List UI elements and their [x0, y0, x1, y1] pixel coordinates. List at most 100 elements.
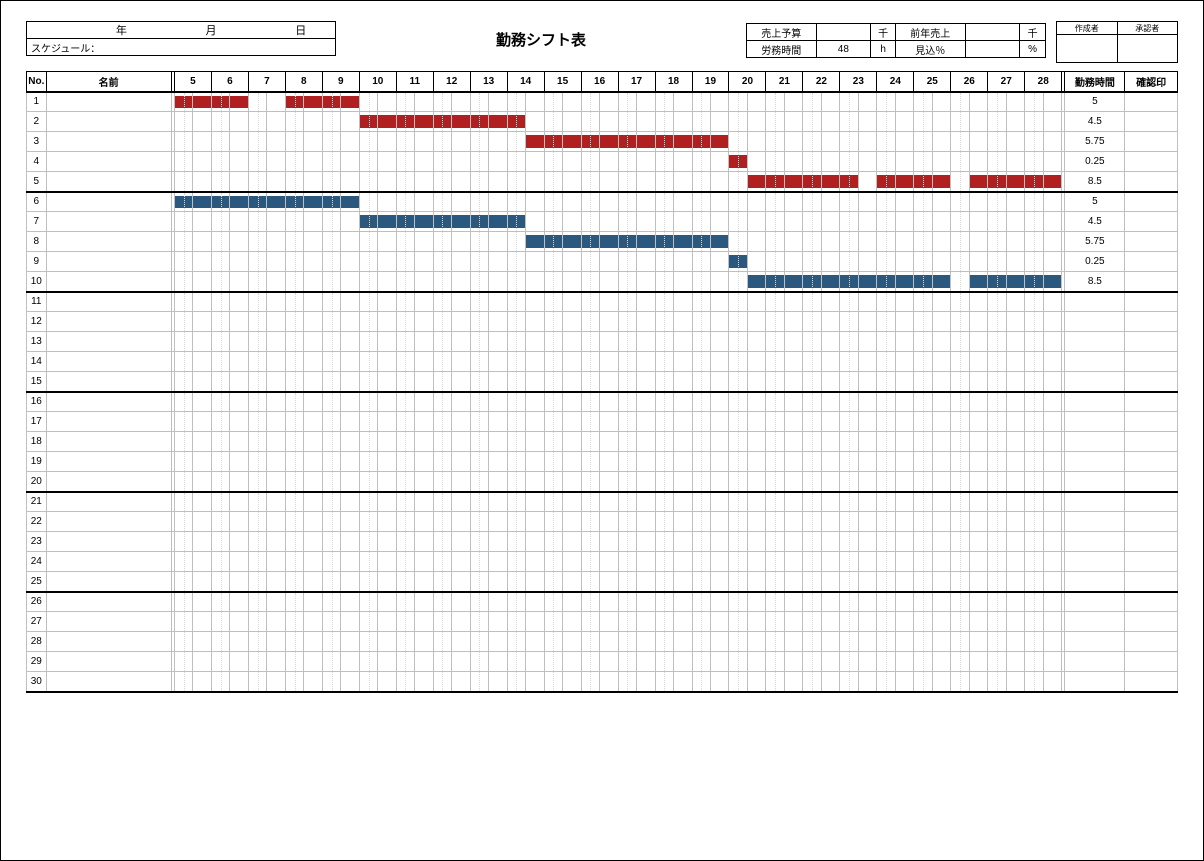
time-cell[interactable]: [433, 432, 451, 452]
time-cell[interactable]: [248, 172, 266, 192]
time-cell[interactable]: [248, 152, 266, 172]
time-cell[interactable]: [526, 672, 544, 692]
time-cell[interactable]: [433, 152, 451, 172]
time-cell[interactable]: [1043, 352, 1061, 372]
time-cell[interactable]: [1006, 432, 1024, 452]
time-cell[interactable]: [784, 372, 802, 392]
time-cell[interactable]: [322, 452, 340, 472]
time-cell[interactable]: [951, 112, 969, 132]
time-cell[interactable]: [766, 592, 784, 612]
time-cell[interactable]: [526, 292, 544, 312]
time-cell[interactable]: [211, 632, 229, 652]
time-cell[interactable]: [359, 372, 377, 392]
time-cell[interactable]: [858, 152, 876, 172]
time-cell[interactable]: [285, 652, 303, 672]
time-cell[interactable]: [766, 292, 784, 312]
time-cell[interactable]: [322, 512, 340, 532]
time-cell[interactable]: [729, 472, 747, 492]
time-cell[interactable]: [637, 592, 655, 612]
time-cell[interactable]: [396, 192, 414, 212]
time-cell[interactable]: [470, 172, 488, 192]
time-cell[interactable]: [637, 312, 655, 332]
time-cell[interactable]: [507, 392, 525, 412]
time-cell[interactable]: [396, 292, 414, 312]
time-cell[interactable]: [322, 112, 340, 132]
time-cell[interactable]: [821, 332, 839, 352]
time-cell[interactable]: [267, 312, 285, 332]
time-cell[interactable]: [248, 672, 266, 692]
time-cell[interactable]: [969, 252, 987, 272]
time-cell[interactable]: [174, 212, 192, 232]
time-cell[interactable]: [304, 412, 322, 432]
time-cell[interactable]: [840, 292, 858, 312]
time-cell[interactable]: [285, 592, 303, 612]
row-name[interactable]: [46, 632, 171, 652]
time-cell[interactable]: [840, 652, 858, 672]
time-cell[interactable]: [784, 552, 802, 572]
time-cell[interactable]: [285, 552, 303, 572]
time-cell[interactable]: [895, 652, 913, 672]
time-cell[interactable]: [341, 592, 359, 612]
row-name[interactable]: [46, 432, 171, 452]
time-cell[interactable]: [895, 512, 913, 532]
row-name[interactable]: [46, 92, 171, 112]
time-cell[interactable]: [230, 212, 248, 232]
time-cell[interactable]: [618, 492, 636, 512]
time-cell[interactable]: [821, 592, 839, 612]
time-cell[interactable]: [877, 512, 895, 532]
time-cell[interactable]: [710, 592, 728, 612]
time-cell[interactable]: [378, 292, 396, 312]
time-cell[interactable]: [341, 112, 359, 132]
time-cell[interactable]: [507, 92, 525, 112]
time-cell[interactable]: [877, 432, 895, 452]
time-cell[interactable]: [470, 512, 488, 532]
time-cell[interactable]: [452, 372, 470, 392]
time-cell[interactable]: [230, 372, 248, 392]
time-cell[interactable]: [433, 592, 451, 612]
time-cell[interactable]: [470, 432, 488, 452]
time-cell[interactable]: [821, 312, 839, 332]
time-cell[interactable]: [729, 652, 747, 672]
time-cell[interactable]: [803, 412, 821, 432]
time-cell[interactable]: [969, 492, 987, 512]
time-cell[interactable]: [747, 372, 765, 392]
time-cell[interactable]: [600, 512, 618, 532]
time-cell[interactable]: [470, 552, 488, 572]
time-cell[interactable]: [747, 512, 765, 532]
row-seal[interactable]: [1125, 572, 1178, 592]
time-cell[interactable]: [618, 292, 636, 312]
time-cell[interactable]: [415, 632, 434, 652]
time-cell[interactable]: [507, 372, 525, 392]
time-cell[interactable]: [526, 252, 544, 272]
time-cell[interactable]: [378, 392, 396, 412]
time-cell[interactable]: [951, 232, 969, 252]
row-name[interactable]: [46, 532, 171, 552]
time-cell[interactable]: [914, 152, 932, 172]
time-cell[interactable]: [692, 272, 710, 292]
time-cell[interactable]: [895, 352, 913, 372]
time-cell[interactable]: [655, 412, 673, 432]
time-cell[interactable]: [877, 192, 895, 212]
time-cell[interactable]: [544, 532, 562, 552]
time-cell[interactable]: [674, 632, 692, 652]
time-cell[interactable]: [322, 432, 340, 452]
time-cell[interactable]: [821, 372, 839, 392]
time-cell[interactable]: [674, 672, 692, 692]
time-cell[interactable]: [230, 392, 248, 412]
time-cell[interactable]: [507, 312, 525, 332]
time-cell[interactable]: [193, 332, 211, 352]
time-cell[interactable]: [433, 332, 451, 352]
time-cell[interactable]: [470, 92, 488, 112]
time-cell[interactable]: [470, 412, 488, 432]
time-cell[interactable]: [655, 332, 673, 352]
time-cell[interactable]: [581, 452, 599, 472]
time-cell[interactable]: [174, 112, 192, 132]
time-cell[interactable]: [304, 312, 322, 332]
time-cell[interactable]: [692, 112, 710, 132]
row-seal[interactable]: [1125, 332, 1178, 352]
time-cell[interactable]: [526, 652, 544, 672]
time-cell[interactable]: [378, 552, 396, 572]
time-cell[interactable]: [840, 112, 858, 132]
time-cell[interactable]: [470, 632, 488, 652]
time-cell[interactable]: [674, 572, 692, 592]
